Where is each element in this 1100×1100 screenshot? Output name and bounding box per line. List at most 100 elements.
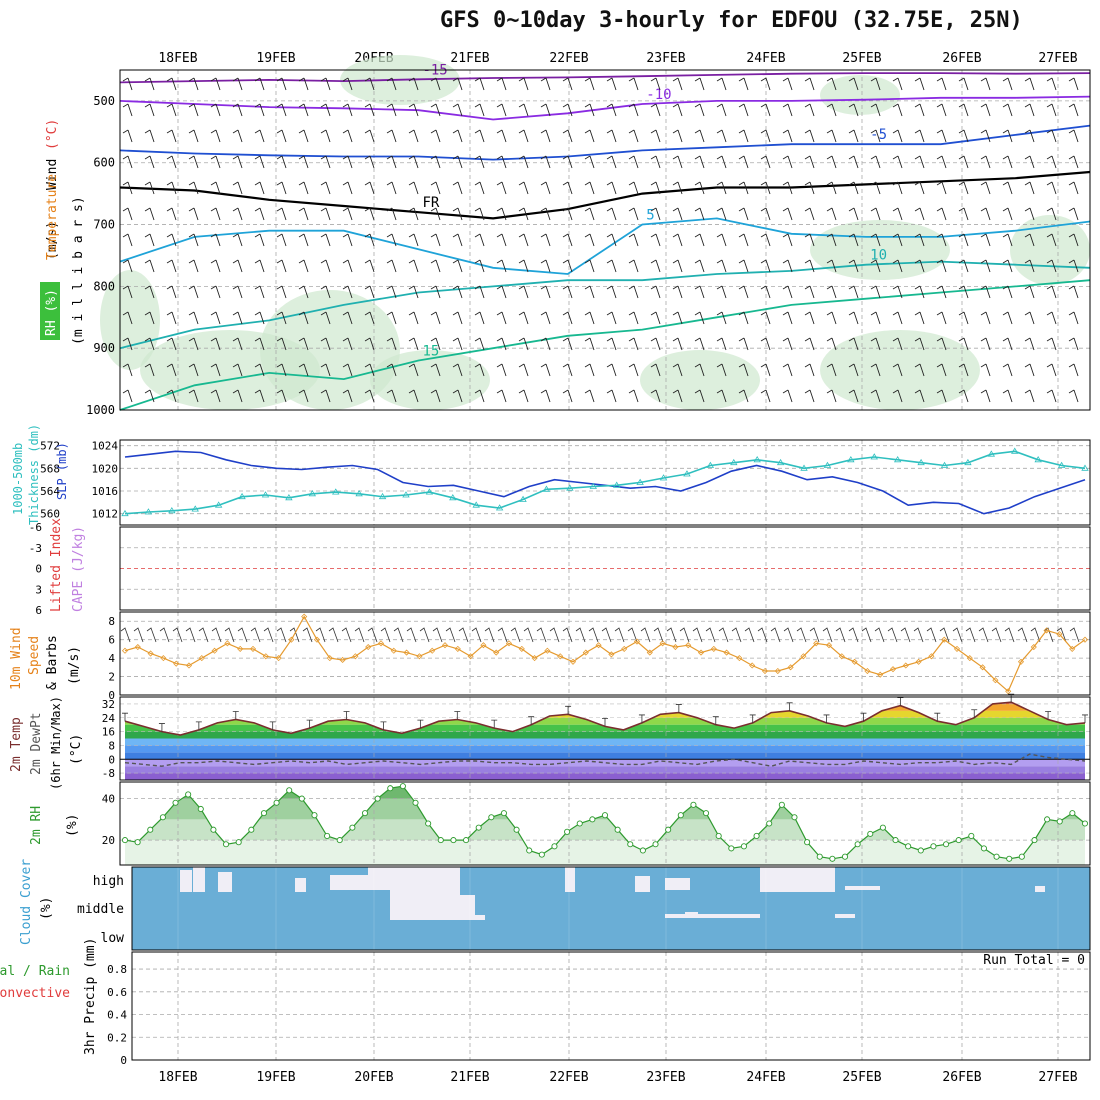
wind-barb [298,233,309,247]
wind-barb [232,233,243,247]
data-point [706,461,715,468]
wind-barb [782,285,793,299]
wind-barb [584,389,595,403]
wind-barb [870,207,881,221]
data-point [526,847,533,854]
wind-barb [320,181,331,195]
wind-barb [276,103,287,117]
panel-frame [119,781,1091,866]
wind-barb [958,155,969,169]
wind-barb [870,103,881,117]
data-point [1069,810,1076,817]
wind-barb [936,311,947,325]
wind-barb [188,389,199,403]
wind-barb [848,233,859,247]
wind-barb [716,285,727,299]
wind-barb [419,627,430,643]
y-axis-label: RH (%) [44,289,59,336]
wind-barb [496,389,507,403]
data-point [531,655,538,662]
wind-barb [804,129,815,143]
data-point [993,853,1000,860]
minmax-tick [860,712,867,722]
data-point [576,820,583,827]
wind-barb [672,259,683,273]
wind-barb [936,389,947,403]
wind-barb [320,103,331,117]
minmax-tick [897,697,904,706]
wind-barb [939,627,950,643]
temperature-band [125,724,1085,732]
wind-barb [458,627,469,643]
wind-barb [1024,259,1035,273]
wind-barb [540,233,551,247]
top-date-label: 24FEB [746,51,785,66]
wind-barb [540,129,551,143]
wind-barb [210,259,221,273]
temperature-band [125,773,1085,780]
wind-barb [826,337,837,351]
data-point [235,839,242,846]
isotherm-line [119,170,1091,220]
wind-barb [952,627,963,643]
data-point [804,839,811,846]
wind-barb [320,363,331,377]
wind-barb [606,77,617,91]
data-point [941,636,948,643]
y-tick-label: 16 [102,726,115,739]
wind-barb [166,77,177,91]
wind-barb [804,155,815,169]
data-point [378,492,387,500]
y-axis-label: SLP (mb) [55,442,69,500]
wind-barb [474,129,485,143]
y-axis-label: (%) [65,814,80,837]
wind-barb [1046,363,1057,377]
chart-title: GFS 0~10day 3-hourly for EDFOU (32.75E, … [440,8,1023,33]
wind-barb [122,233,133,247]
wind-barb [122,285,133,299]
bottom-date-label: 26FEB [942,1070,981,1085]
wind-barb [518,259,529,273]
data-point [262,653,269,660]
data-point [697,649,705,656]
wind-barb [188,181,199,195]
wind-barb [496,233,507,247]
wind-barb [731,627,742,643]
wind-barb [760,285,771,299]
minmax-tick [1082,714,1088,723]
data-point [557,653,564,660]
wind-barb [254,155,265,169]
data-point [917,847,924,854]
wind-barb [474,363,485,377]
y-tick-label: high [93,874,124,889]
wind-barb [364,285,375,299]
wind-barb [694,363,705,377]
wind-barb [804,207,815,221]
temperature-band [125,759,1085,767]
data-point [749,662,756,669]
cloud-block [390,890,460,920]
y-tick-label: 900 [93,341,115,355]
top-date-label: 18FEB [158,51,197,66]
cloud-block [295,878,306,892]
wind-barb [1046,311,1057,325]
wind-barb [232,337,243,351]
wind-barb [650,233,661,247]
run-total-annotation: Run Total = 0 [983,953,1085,968]
wind-barb [540,337,551,351]
wind-barb [716,259,727,273]
wind-barb [166,285,177,299]
wind-barb [672,311,683,325]
wind-barb [716,129,727,143]
wind-barb [900,627,911,643]
minmax-tick [1045,711,1052,720]
data-point [569,658,577,665]
wind-barb [166,155,177,169]
wind-barb [510,627,521,643]
minmax-tick [491,719,498,729]
rh-shading-area [640,350,760,410]
minmax-tick [934,712,941,722]
wind-barb [146,627,157,643]
wind-barb [452,207,463,221]
data-point [518,645,525,652]
